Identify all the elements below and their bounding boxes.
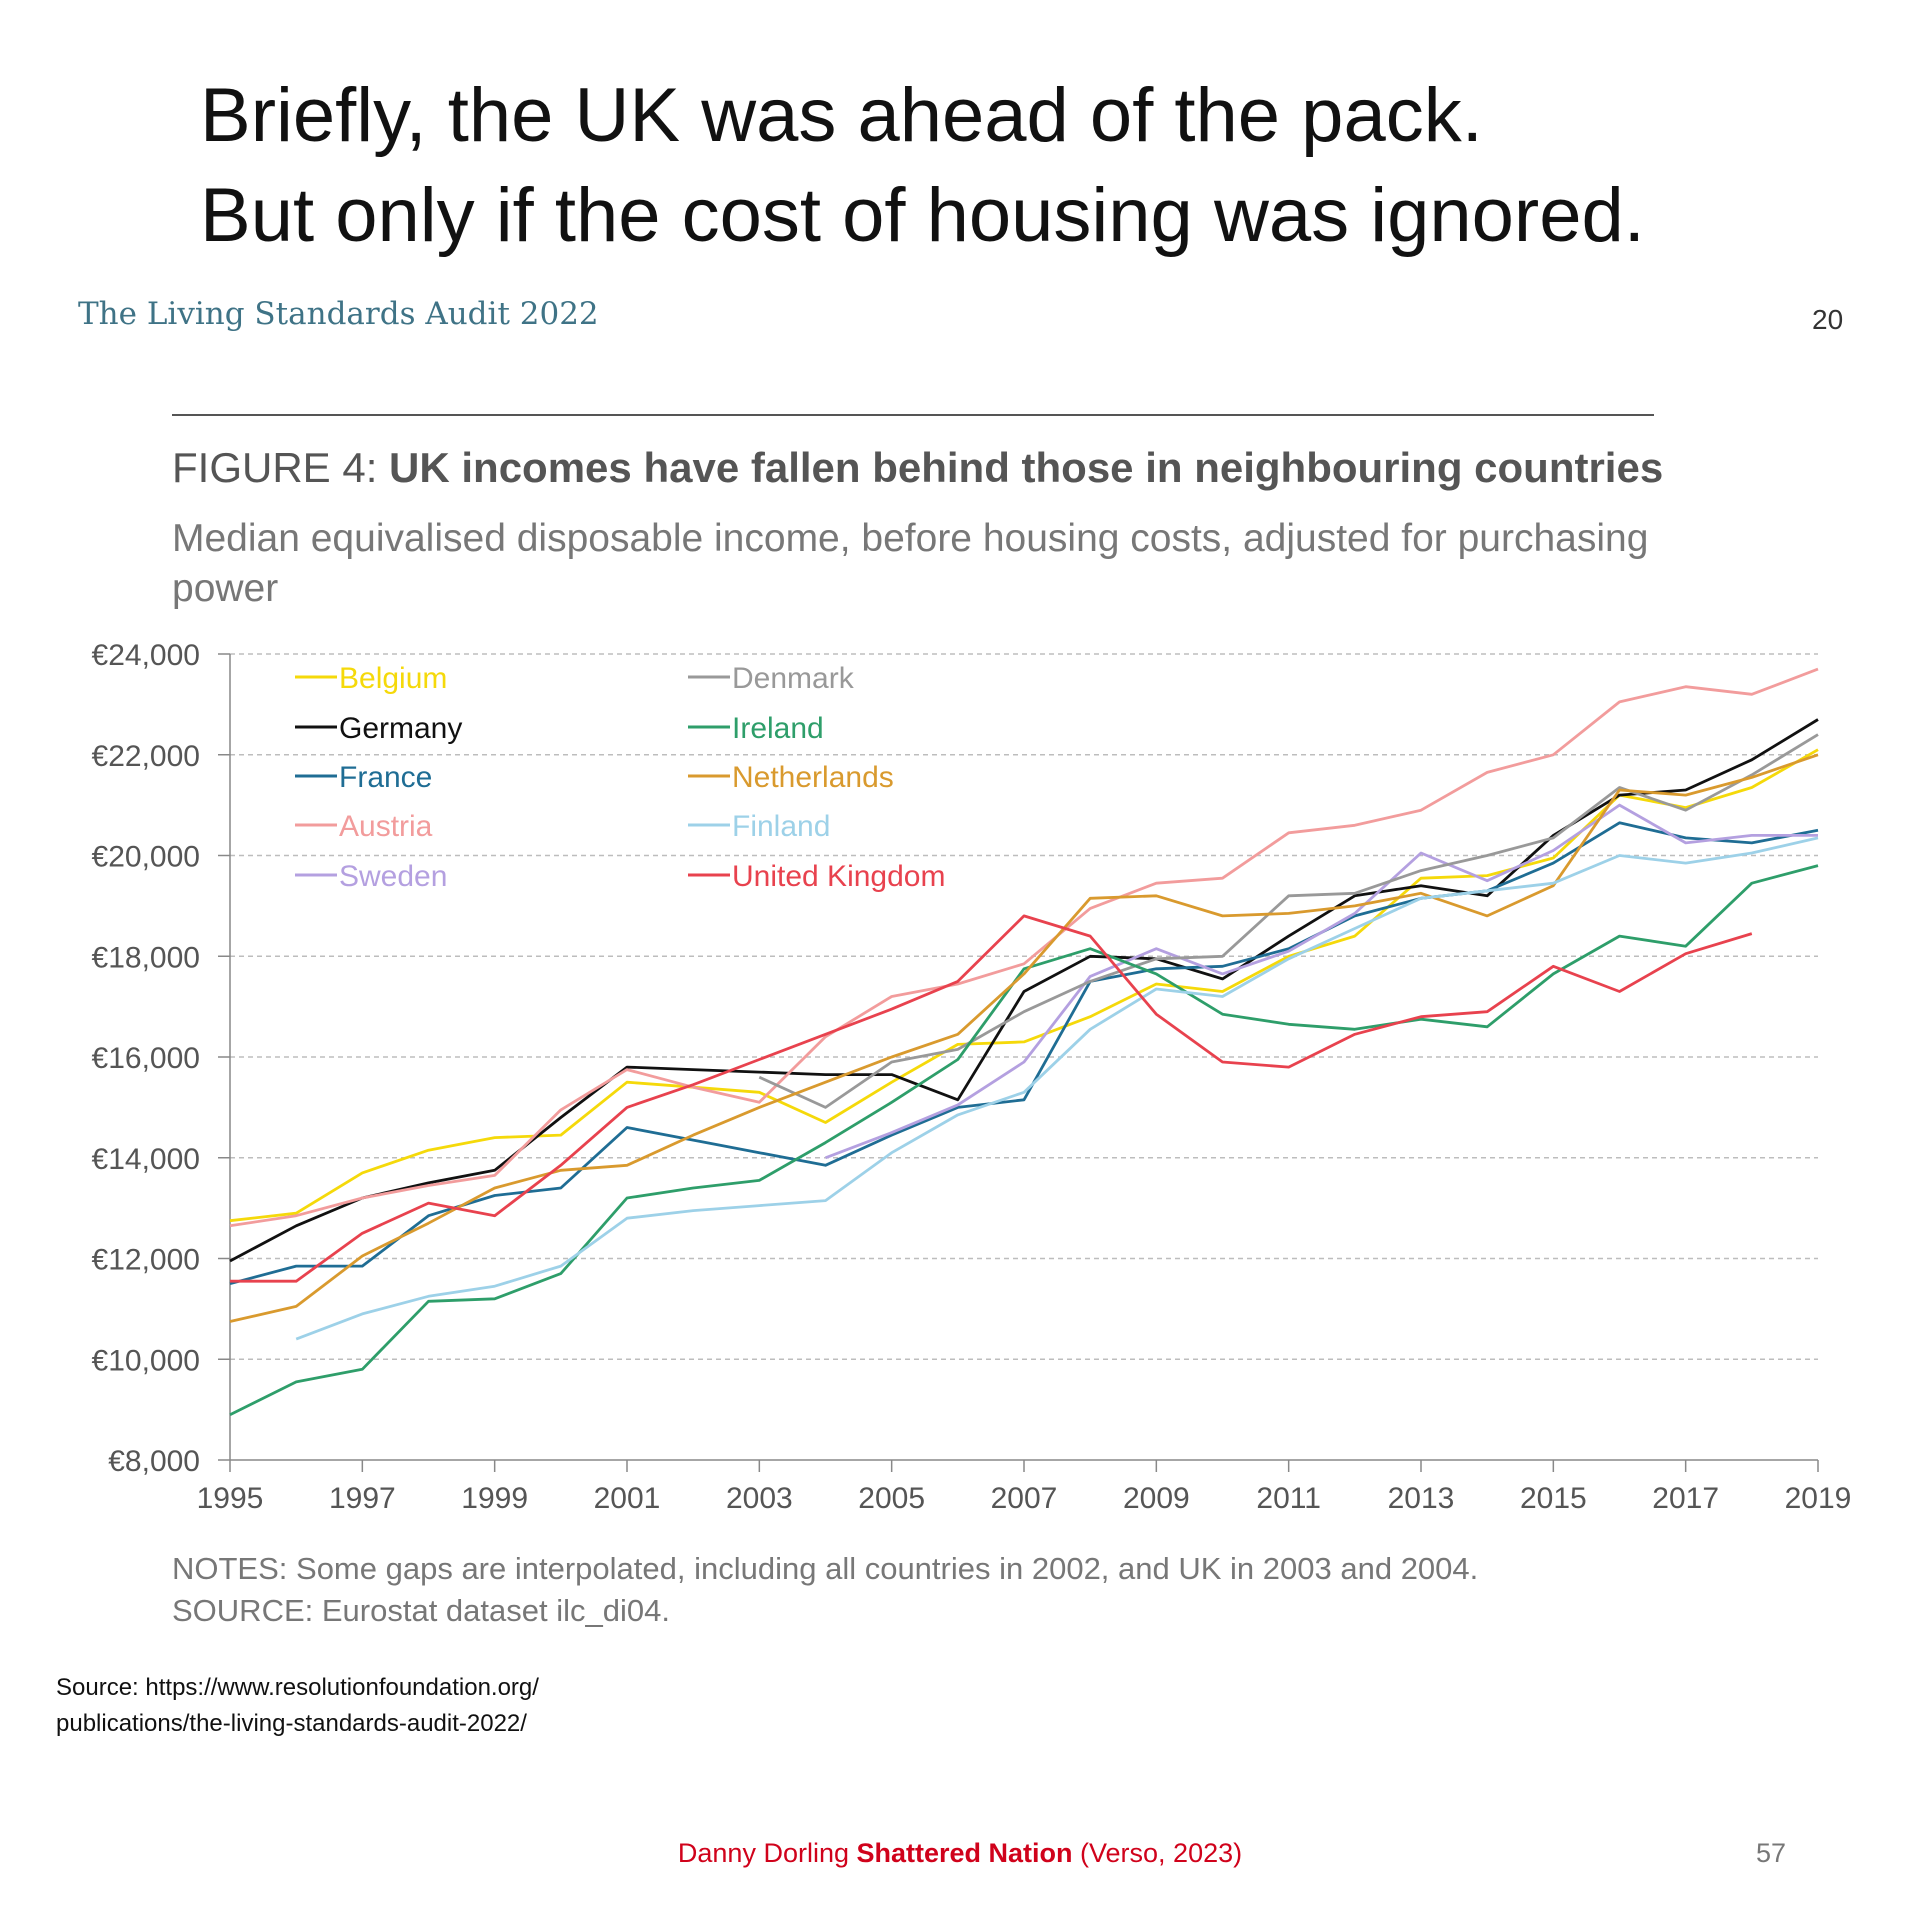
y-tick-label: €18,000	[92, 941, 200, 974]
x-tick-label: 2011	[1256, 1482, 1321, 1515]
legend-label-belgium: Belgium	[339, 662, 447, 695]
chart-legend: Belgium Germany France Austria Sweden Denmark…	[295, 662, 945, 893]
x-tick-label: 2003	[726, 1482, 793, 1515]
legend-label-finland: Finland	[732, 810, 830, 843]
source-line-2: publications/the-living-standards-audit-…	[56, 1710, 527, 1737]
credit-publisher: (Verso, 2023)	[1072, 1838, 1243, 1868]
x-tick-label: 1997	[329, 1482, 396, 1515]
slide-title: Briefly, the UK was ahead of the pack. B…	[200, 66, 1645, 266]
x-tick-label: 2005	[858, 1482, 925, 1515]
x-tick-label: 2007	[991, 1482, 1058, 1515]
figure-subtitle: Median equivalised disposable income, be…	[172, 517, 1649, 610]
legend-label-united-kingdom: United Kingdom	[732, 860, 945, 893]
series-line-austria	[229, 667, 1819, 1228]
legend-label-netherlands: Netherlands	[732, 761, 894, 794]
y-tick-label: €8,000	[108, 1445, 200, 1478]
series-line-ireland	[229, 864, 1819, 1416]
figure-source-text: SOURCE: Eurostat dataset ilc_di04.	[172, 1593, 670, 1628]
credit-author: Danny Dorling	[677, 1838, 857, 1868]
series-line-sweden	[825, 803, 1818, 1160]
y-tick-label: €12,000	[92, 1244, 200, 1277]
slide-title-line-2: But only if the cost of housing was igno…	[200, 173, 1645, 258]
x-tick-label: 2001	[594, 1482, 661, 1515]
y-tick-label: €10,000	[92, 1344, 200, 1377]
chart-axes: €8,000 €10,000 €12,000 €14,000 €16,000 €18,00…	[92, 639, 1852, 1515]
x-tick-label: 2015	[1520, 1482, 1587, 1515]
figure-title: FIGURE 4: UK incomes have fallen behind …	[172, 444, 1663, 492]
y-tick-label: €24,000	[92, 639, 200, 672]
series-line-germany	[229, 718, 1819, 1263]
series-line-finland	[295, 836, 1819, 1341]
credit-book-title: Shattered Nation	[856, 1838, 1073, 1868]
y-tick-label: €14,000	[92, 1143, 200, 1176]
legend-label-denmark: Denmark	[732, 662, 855, 695]
legend-label-austria: Austria	[339, 810, 433, 843]
book-credit: Danny Dorling Shattered Nation (Verso, 2…	[0, 1838, 1920, 1869]
chart-gridlines	[230, 653, 1818, 1360]
series-line-france	[229, 821, 1819, 1286]
series-line-netherlands	[229, 753, 1819, 1323]
y-tick-label: €22,000	[92, 740, 200, 773]
x-tick-label: 2017	[1652, 1482, 1719, 1515]
header-divider	[172, 414, 1654, 416]
report-page-number: 20	[1812, 304, 1844, 335]
y-tick-label: €20,000	[92, 841, 200, 874]
figure-title-text: UK incomes have fallen behind those in n…	[389, 444, 1664, 491]
legend-label-france: France	[339, 761, 432, 794]
chart-series	[229, 667, 1819, 1416]
legend-label-ireland: Ireland	[732, 712, 824, 745]
source-line-1: Source: https://www.resolutionfoundation…	[56, 1674, 539, 1701]
series-line-united-kingdom	[230, 914, 1753, 1283]
x-tick-label: 1995	[197, 1482, 264, 1515]
legend-label-germany: Germany	[339, 712, 462, 745]
y-tick-label: €16,000	[92, 1042, 200, 1075]
series-line-belgium	[229, 748, 1819, 1223]
source-citation: Source: https://www.resolutionfoundation…	[56, 1670, 539, 1742]
slide-title-line-1: Briefly, the UK was ahead of the pack.	[200, 73, 1483, 158]
x-tick-label: 2013	[1388, 1482, 1455, 1515]
figure-notes: NOTES: Some gaps are interpolated, inclu…	[172, 1548, 1478, 1632]
slide-number: 57	[1756, 1838, 1787, 1868]
series-line-denmark	[758, 733, 1819, 1109]
figure-label: FIGURE 4:	[172, 444, 390, 491]
legend-label-sweden: Sweden	[339, 860, 447, 893]
x-tick-label: 1999	[461, 1482, 528, 1515]
report-header: The Living Standards Audit 2022	[78, 296, 599, 332]
notes-text: NOTES: Some gaps are interpolated, inclu…	[172, 1551, 1479, 1586]
x-tick-label: 2009	[1123, 1482, 1190, 1515]
x-tick-label: 2019	[1785, 1482, 1852, 1515]
